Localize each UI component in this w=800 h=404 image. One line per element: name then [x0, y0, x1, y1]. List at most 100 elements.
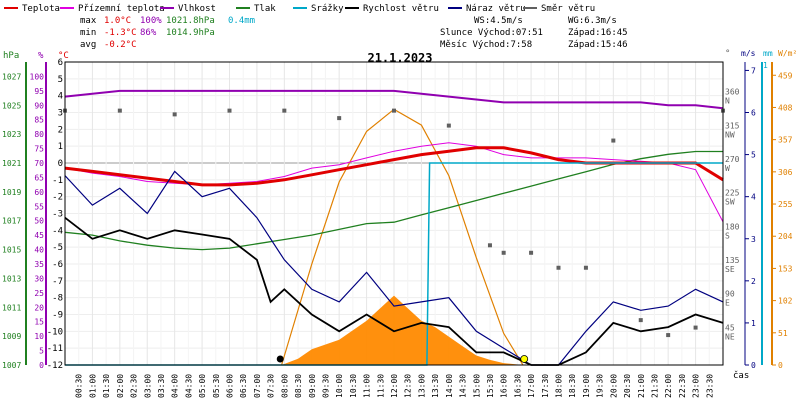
- x-axis: 00:30 01:00 01:30 02:00 02:30 03:00 03:30 04:00…: [75, 374, 715, 398]
- tick-hpa: 1025: [2, 101, 21, 110]
- tick-temp: -8: [52, 294, 63, 304]
- tick-ms: 5: [751, 151, 756, 160]
- tick-hpa: 1019: [2, 188, 21, 197]
- tick-temp: 6: [58, 58, 63, 68]
- tick-dir-deg: 225: [725, 189, 740, 198]
- series-smer-vetru-point: [227, 108, 232, 113]
- stats-max-temp: 1.0°C: [104, 16, 131, 26]
- series-smer-vetru-point: [638, 318, 643, 323]
- tick-solar: 51: [778, 329, 788, 338]
- series-smer-vetru-point: [337, 116, 342, 121]
- tick-time: 13:30: [431, 374, 440, 398]
- tick-time: 10:30: [349, 374, 358, 398]
- tick-pct: 75: [34, 145, 44, 154]
- axis-unit-cas: čas: [733, 370, 749, 381]
- tick-hpa: 1021: [2, 159, 21, 168]
- tick-pct: 35: [34, 260, 44, 269]
- tick-time: 15:30: [486, 374, 495, 398]
- tick-temp: -2: [52, 193, 63, 203]
- series-smer-vetru-point: [117, 108, 122, 113]
- tick-rain: 1: [763, 61, 768, 70]
- series-smer-vetru-point: [556, 265, 561, 270]
- tick-temp: 1: [58, 142, 63, 152]
- tick-time: 03:00: [143, 374, 152, 398]
- tick-ms: 1: [751, 319, 756, 328]
- tick-hpa: 1009: [2, 332, 21, 341]
- tick-dir-name: S: [725, 231, 730, 240]
- stats-avg-temp: -0.2°C: [104, 40, 137, 50]
- tick-time: 12:30: [404, 374, 413, 398]
- tick-pct: 50: [34, 217, 44, 226]
- tick-pct: 10: [34, 332, 44, 341]
- tick-hpa: 1017: [2, 217, 21, 226]
- tick-pct: 65: [34, 173, 44, 182]
- tick-time: 18:30: [568, 374, 577, 398]
- chart-title: 21.1.2023: [367, 51, 432, 65]
- tick-dir-deg: 270: [725, 155, 740, 164]
- tick-time: 04:00: [171, 374, 180, 398]
- tick-pct: 45: [34, 231, 44, 240]
- axis-unit-mm: mm: [763, 49, 773, 58]
- axis-unit-deg: °: [725, 49, 730, 59]
- tick-temp: -4: [52, 226, 63, 236]
- tick-temp: 0: [58, 159, 63, 169]
- tick-hpa: 1023: [2, 130, 21, 139]
- tick-dir-name: SE: [725, 265, 735, 274]
- tick-dir-deg: 90: [725, 290, 735, 299]
- tick-temp: 4: [58, 92, 63, 102]
- tick-time: 23:30: [705, 374, 714, 398]
- tick-time: 17:30: [541, 374, 550, 398]
- tick-time: 10:00: [335, 374, 344, 398]
- tick-time: 20:00: [609, 374, 618, 398]
- tick-pct: 100: [30, 72, 45, 81]
- series-smer-vetru-point: [282, 108, 287, 113]
- stats-avg-label: avg: [80, 40, 96, 50]
- tick-ms: 4: [751, 193, 756, 202]
- legend-label: Přízemní teplota: [78, 4, 165, 14]
- tick-dir-deg: 180: [725, 222, 740, 231]
- tick-temp: -7: [52, 277, 63, 287]
- tick-time: 02:30: [130, 374, 139, 398]
- tick-temp: -3: [52, 210, 63, 220]
- series-smer-vetru-point: [666, 333, 671, 338]
- tick-ms: 3: [751, 235, 756, 244]
- tick-solar: 357: [778, 136, 793, 145]
- tick-dir-deg: 360: [725, 88, 740, 97]
- legend-label: Vlhkost: [178, 4, 216, 14]
- legend-label: Tlak: [254, 4, 276, 14]
- legend: Teplota Přízemní teplota Vlhkost Tlak Srážky…: [4, 4, 595, 14]
- axis-unit-ms: m/s: [741, 49, 756, 58]
- tick-dir-name: NW: [725, 130, 735, 139]
- stats-min-press: 1014.9hPa: [166, 28, 215, 38]
- stats-max-rain: 0.4mm: [228, 16, 255, 26]
- sunset-marker: [520, 355, 529, 363]
- tick-time: 19:30: [596, 374, 605, 398]
- tick-pct: 55: [34, 202, 44, 211]
- stats-min-label: min: [80, 28, 96, 38]
- tick-dir-name: N: [725, 97, 730, 106]
- tick-time: 05:30: [212, 374, 221, 398]
- series-smer-vetru-point: [611, 138, 616, 143]
- tick-time: 13:00: [417, 374, 426, 398]
- sunset-info: Západ:16:45: [568, 28, 628, 38]
- axis-unit-pct: %: [38, 51, 44, 61]
- tick-time: 01:00: [88, 374, 97, 398]
- tick-time: 16:30: [513, 374, 522, 398]
- series-vlhkost: [64, 89, 724, 110]
- tick-temp: -12: [47, 361, 63, 371]
- tick-time: 23:00: [692, 374, 701, 398]
- tick-solar: 255: [778, 200, 793, 209]
- tick-time: 06:00: [226, 374, 235, 398]
- tick-solar: 153: [778, 264, 793, 273]
- tick-temp: -10: [47, 327, 63, 337]
- tick-solar: 0: [778, 361, 783, 370]
- tick-temp: -1: [52, 176, 63, 186]
- tick-time: 03:30: [157, 374, 166, 398]
- tick-time: 07:30: [267, 374, 276, 398]
- tick-temp: -9: [52, 311, 63, 321]
- tick-time: 04:30: [184, 374, 193, 398]
- tick-pct: 15: [34, 318, 44, 327]
- tick-time: 18:00: [555, 374, 564, 398]
- tick-solar: 459: [778, 71, 793, 80]
- stats-max-label: max: [80, 16, 97, 26]
